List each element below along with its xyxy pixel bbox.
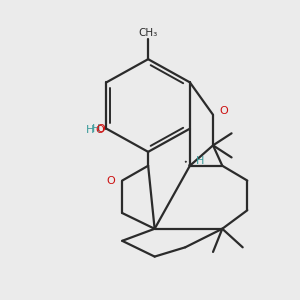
Text: O: O	[106, 176, 115, 186]
Text: CH₃: CH₃	[139, 28, 158, 38]
Text: H: H	[86, 124, 94, 135]
Text: O: O	[220, 106, 228, 116]
Text: H: H	[196, 156, 205, 166]
Text: O: O	[97, 124, 106, 134]
Text: O: O	[95, 124, 104, 135]
Text: H: H	[92, 124, 101, 134]
